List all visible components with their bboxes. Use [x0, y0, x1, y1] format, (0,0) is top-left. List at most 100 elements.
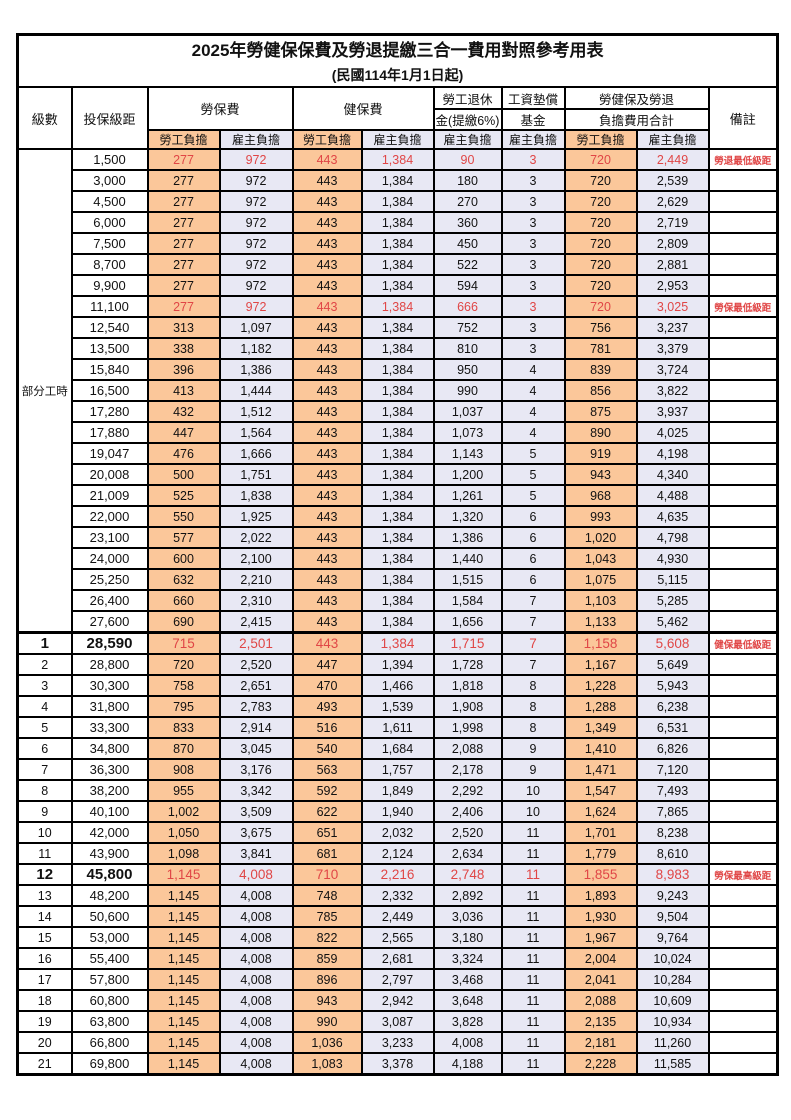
header-row-3: 勞工負擔 雇主負擔 勞工負擔 雇主負擔 雇主負擔 雇主負擔 勞工負擔 雇主負擔 [18, 129, 778, 150]
cell-level: 18 [16, 989, 73, 1012]
title-row: 2025年勞健保保費及勞退提繳三合一費用對照參考用表 (民國114年1月1日起) [16, 33, 779, 88]
table-row: 17,880 447 1,564 443 1,384 1,073 4 890 4,025 [18, 421, 779, 444]
cell-fund-employer: 11 [500, 905, 566, 928]
cell-labor-employee: 908 [146, 758, 221, 781]
table-row: 12,540 313 1,097 443 1,384 752 3 756 3,237 [18, 316, 779, 339]
cell-pension-employer: 1,656 [432, 610, 503, 634]
cell-health-employer: 1,384 [360, 337, 435, 360]
cell-total-employee: 1,075 [563, 568, 638, 591]
table-row: 21,009 525 1,838 443 1,384 1,261 5 968 4,488 [18, 484, 779, 507]
cell-health-employer: 1,384 [360, 589, 435, 612]
cell-fund-employer: 3 [500, 253, 566, 276]
cell-health-employer: 2,942 [360, 989, 435, 1012]
cell-level: 7 [16, 758, 73, 781]
cell-health-employee: 1,083 [291, 1052, 363, 1076]
cell-remark: 健保最低級距 [707, 631, 779, 655]
cell-fund-employer: 11 [500, 863, 566, 886]
cell-total-employee: 890 [563, 421, 638, 444]
cell-remark [707, 947, 779, 970]
table-row: 26,400 660 2,310 443 1,384 1,584 7 1,103 5,285 [18, 589, 779, 612]
cell-health-employer: 2,032 [360, 821, 435, 844]
cell-health-employer: 1,384 [360, 484, 435, 507]
cell-remark [707, 884, 779, 907]
cell-labor-employee: 1,002 [146, 800, 221, 823]
cell-level: 11 [16, 842, 73, 865]
cell-remark [707, 253, 779, 276]
cell-salary: 28,800 [70, 653, 149, 676]
cell-total-employee: 1,410 [563, 737, 638, 760]
cell-remark [707, 737, 779, 760]
table-row: 27,600 690 2,415 443 1,384 1,656 7 1,133 5,462 [18, 610, 779, 634]
cell-total-employee: 1,930 [563, 905, 638, 928]
cell-total-employee: 1,349 [563, 716, 638, 739]
cell-salary: 66,800 [70, 1031, 149, 1054]
cell-pension-employer: 1,728 [432, 653, 503, 676]
cell-fund-employer: 9 [500, 758, 566, 781]
subheader-total-employee: 勞工負擔 [563, 129, 638, 150]
cell-pension-employer: 1,908 [432, 695, 503, 718]
cell-pension-employer: 522 [432, 253, 503, 276]
cell-fund-employer: 11 [500, 842, 566, 865]
cell-health-employee: 622 [291, 800, 363, 823]
cell-labor-employer: 2,210 [218, 568, 294, 591]
cell-total-employee: 720 [563, 274, 638, 297]
cell-labor-employee: 955 [146, 779, 221, 802]
table-row: 23,100 577 2,022 443 1,384 1,386 6 1,020 4,798 [18, 526, 779, 549]
cell-health-employee: 443 [291, 274, 363, 297]
header-row-2: 金(提繳6%) 基金 負擔費用合計 [18, 108, 778, 131]
cell-pension-employer: 1,320 [432, 505, 503, 528]
cell-salary: 36,300 [70, 758, 149, 781]
cell-health-employee: 443 [291, 379, 363, 402]
cell-labor-employee: 338 [146, 337, 221, 360]
cell-pension-employer: 90 [432, 148, 503, 171]
cell-health-employee: 748 [291, 884, 363, 907]
cell-level: 14 [16, 905, 73, 928]
cell-fund-employer: 3 [500, 295, 566, 318]
table-row: 13,500 338 1,182 443 1,384 810 3 781 3,379 [18, 337, 779, 360]
cell-health-employee: 822 [291, 926, 363, 949]
cell-health-employee: 710 [291, 863, 363, 886]
table-row: 19,047 476 1,666 443 1,384 1,143 5 919 4,198 [18, 442, 779, 465]
cell-health-employee: 443 [291, 568, 363, 591]
table-row: 18 60,800 1,145 4,008 943 2,942 3,648 11 2,088 10… [16, 989, 779, 1012]
cell-total-employer: 2,881 [635, 253, 710, 276]
cell-remark [707, 779, 779, 802]
cell-health-employer: 1,384 [360, 190, 435, 213]
cell-fund-employer: 11 [500, 884, 566, 907]
cell-pension-employer: 4,188 [432, 1052, 503, 1076]
cell-salary: 24,000 [70, 547, 149, 570]
cell-health-employee: 651 [291, 821, 363, 844]
cell-salary: 60,800 [70, 989, 149, 1012]
cell-total-employer: 5,649 [635, 653, 710, 676]
cell-total-employer: 10,934 [635, 1010, 710, 1033]
table-row: 13 48,200 1,145 4,008 748 2,332 2,892 11 1,893 9,… [16, 884, 779, 907]
cell-labor-employer: 2,501 [218, 631, 294, 655]
cell-total-employer: 5,608 [635, 631, 710, 655]
cell-salary: 22,000 [70, 505, 149, 528]
table-row: 19 63,800 1,145 4,008 990 3,087 3,828 11 2,135 10… [16, 1010, 779, 1033]
cell-labor-employer: 2,310 [218, 589, 294, 612]
cell-salary: 6,000 [70, 211, 149, 234]
cell-health-employee: 516 [291, 716, 363, 739]
cell-fund-employer: 4 [500, 379, 566, 402]
cell-total-employee: 1,158 [563, 631, 638, 655]
cell-salary: 27,600 [70, 610, 149, 634]
cell-fund-employer: 11 [500, 926, 566, 949]
cell-labor-employer: 4,008 [218, 989, 294, 1012]
cell-total-employee: 720 [563, 169, 638, 192]
cell-total-employer: 3,724 [635, 358, 710, 381]
cell-labor-employer: 972 [218, 211, 294, 234]
cell-pension-employer: 2,088 [432, 737, 503, 760]
cell-total-employer: 8,610 [635, 842, 710, 865]
cell-total-employer: 2,809 [635, 232, 710, 255]
cell-remark [707, 653, 779, 676]
cell-labor-employer: 3,176 [218, 758, 294, 781]
cell-pension-employer: 2,292 [432, 779, 503, 802]
cell-health-employer: 1,384 [360, 442, 435, 465]
cell-fund-employer: 4 [500, 358, 566, 381]
cell-pension-employer: 4,008 [432, 1031, 503, 1054]
header-total-line2: 負擔費用合計 [563, 108, 710, 131]
cell-labor-employer: 972 [218, 274, 294, 297]
cell-total-employee: 720 [563, 232, 638, 255]
cell-total-employee: 720 [563, 148, 638, 171]
